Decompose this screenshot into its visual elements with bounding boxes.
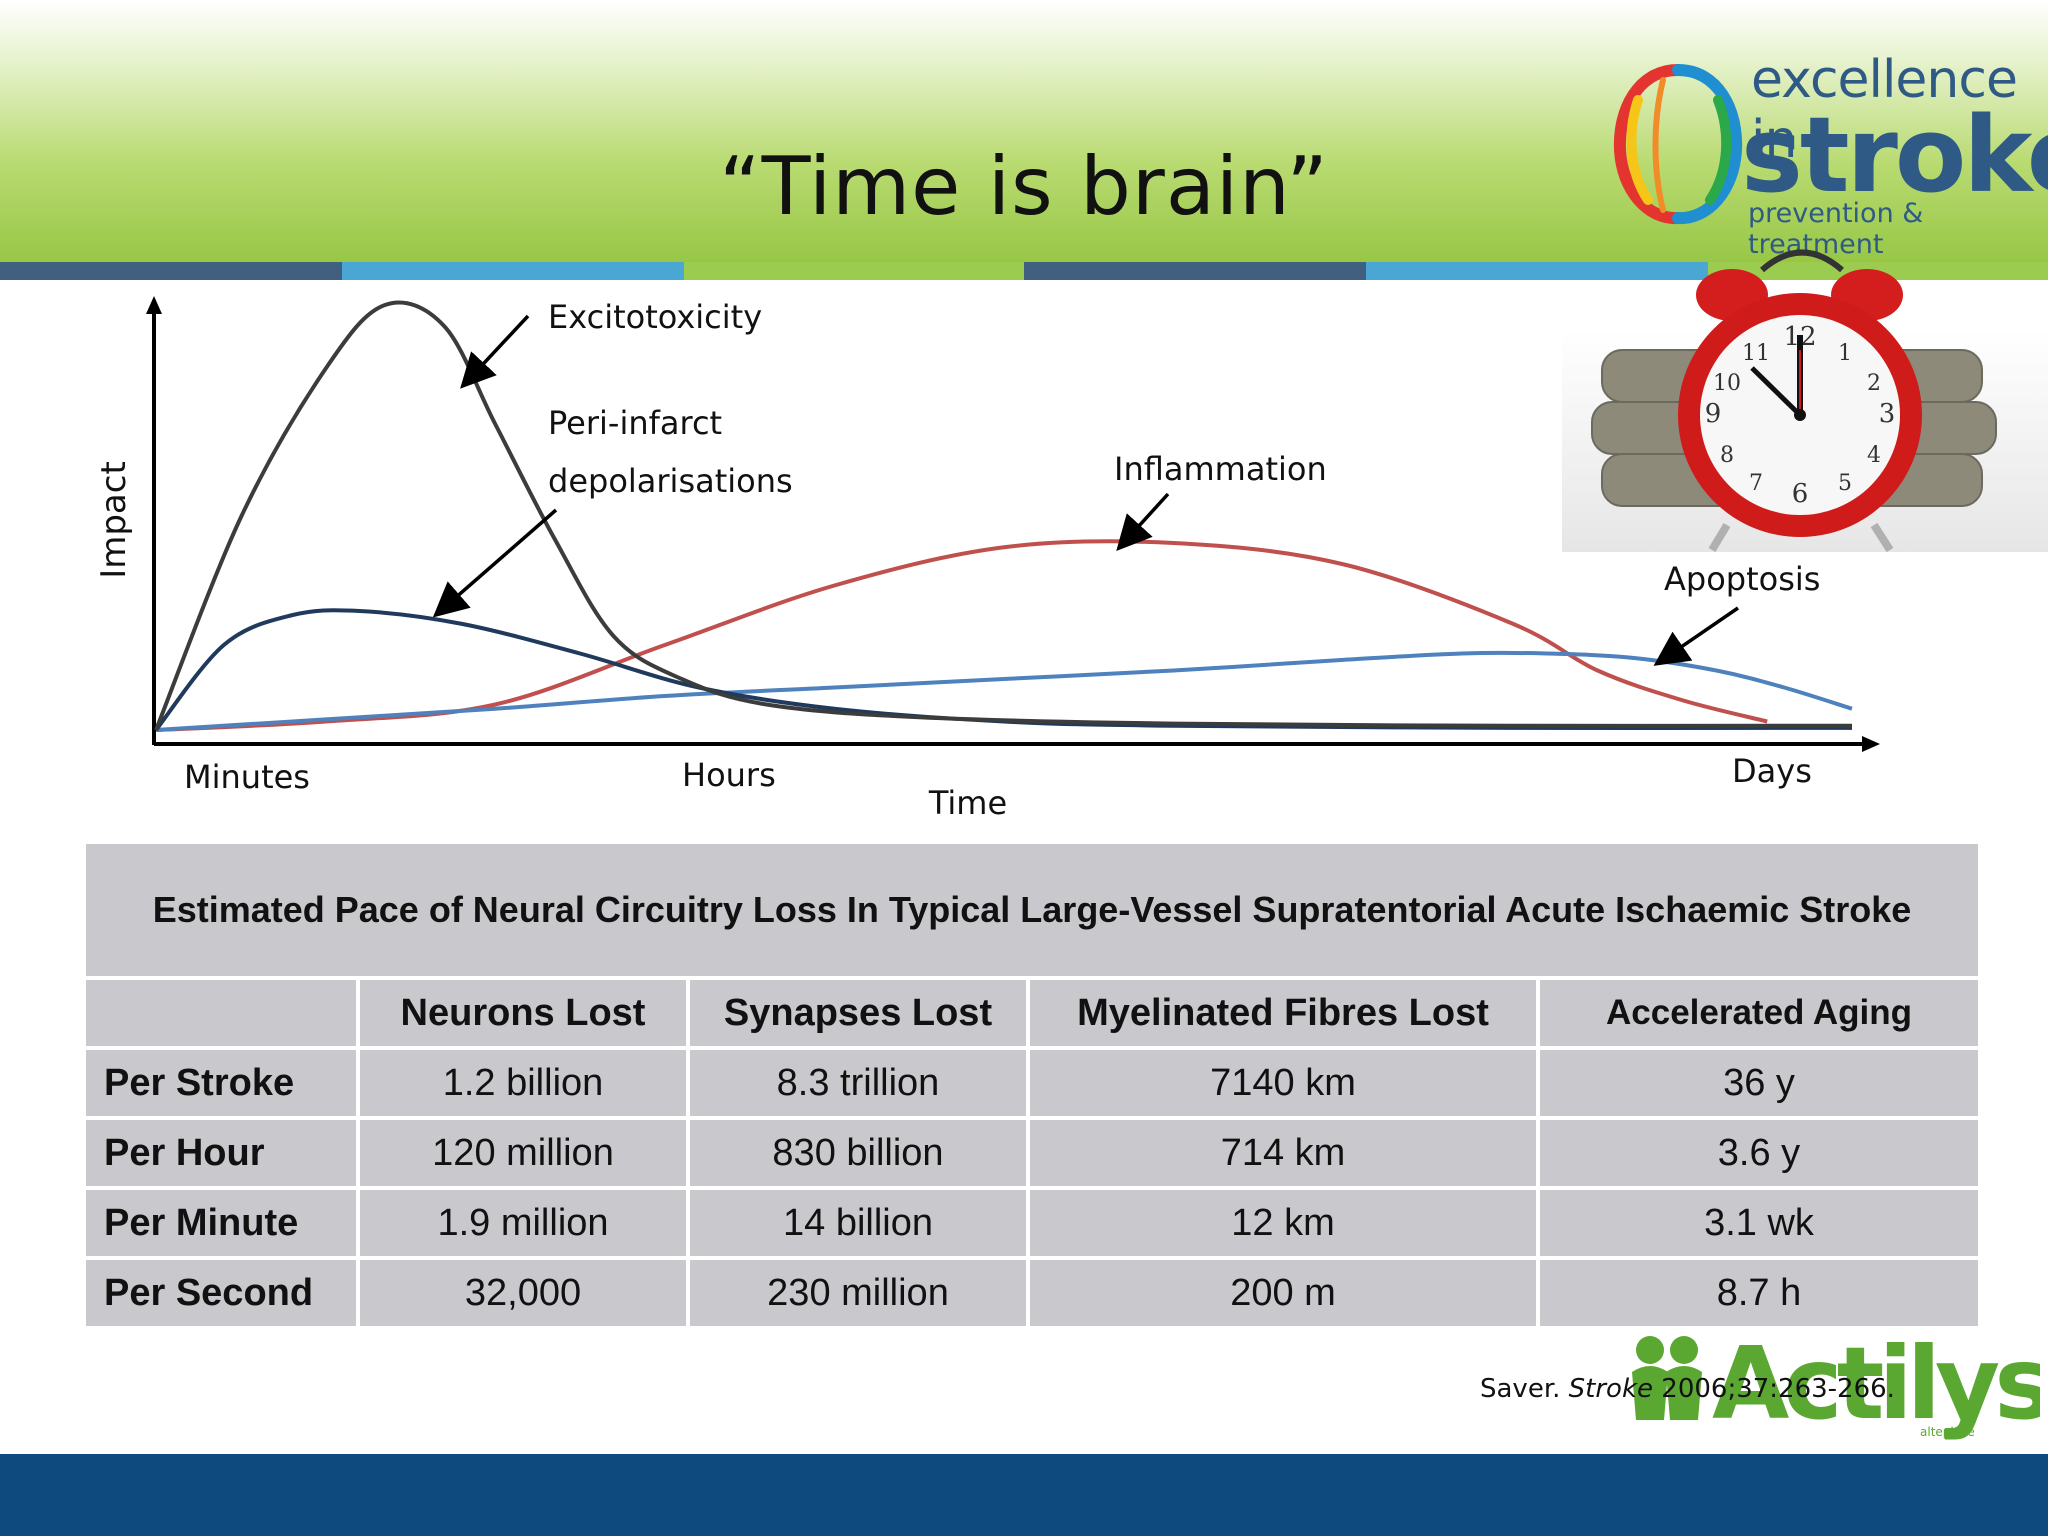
annotation-apoptosis: Apoptosis xyxy=(1664,560,1820,598)
header-stripe xyxy=(0,262,2048,280)
time-is-brain-chart: Impact Time Minutes Hours Days Excitotox… xyxy=(94,296,1880,822)
x-tick-days: Days xyxy=(1732,752,1812,790)
table-cell: 7140 km xyxy=(1030,1050,1536,1116)
citation-ref: 2006;37:263-266. xyxy=(1653,1374,1895,1404)
series-line-excitotoxicity xyxy=(154,300,1853,731)
header-banner xyxy=(0,0,2048,262)
table-header-synapses: Synapses Lost xyxy=(690,980,1026,1046)
table-cell: 230 million xyxy=(690,1260,1026,1326)
svg-text:7: 7 xyxy=(1749,471,1763,496)
excellence-in-stroke-logo: excellence in stroke prevention & treatm… xyxy=(1608,50,2048,260)
table-row: Per Second 32,000 230 million 200 m 8.7 … xyxy=(86,1260,1978,1326)
arrow-peri-infarct xyxy=(432,508,558,618)
svg-text:8: 8 xyxy=(1720,443,1734,468)
series-line-peri-infarct-depolarisations xyxy=(154,608,1853,732)
logo-line-3: prevention & treatment xyxy=(1748,198,1924,260)
table-cell: 8.3 trillion xyxy=(690,1050,1026,1116)
x-tick-hours: Hours xyxy=(682,756,776,794)
series-line-inflammation xyxy=(155,539,1768,732)
table-cell: 830 billion xyxy=(690,1120,1026,1186)
table-cell: 1.2 billion xyxy=(360,1050,686,1116)
annotation-inflammation: Inflammation xyxy=(1114,450,1327,488)
table-row: Per Stroke 1.2 billion 8.3 trillion 7140… xyxy=(86,1050,1978,1116)
table-row: Per Hour 120 million 830 billion 714 km … xyxy=(86,1120,1978,1186)
svg-text:2: 2 xyxy=(1867,371,1881,396)
table-cell: 36 y xyxy=(1540,1050,1978,1116)
table-cell: 1.9 million xyxy=(360,1190,686,1256)
actilyse-logo: Actilyse alteplase xyxy=(1632,1325,2040,1440)
series-layer xyxy=(154,300,1853,732)
annotation-depolarisations: depolarisations xyxy=(548,462,793,500)
brain-logo-icon xyxy=(1613,64,1743,225)
annotation-peri-infarct: Peri-infarct xyxy=(548,404,722,442)
table-cell: 3.1 wk xyxy=(1540,1190,1978,1256)
x-axis-arrowhead xyxy=(1862,736,1880,752)
table-header-empty xyxy=(86,980,356,1046)
svg-text:6: 6 xyxy=(1792,479,1809,509)
svg-text:5: 5 xyxy=(1838,471,1852,496)
footer-bar xyxy=(0,1454,2048,1536)
actilyse-figures-icon xyxy=(1632,1336,1702,1420)
arrow-apoptosis xyxy=(1653,606,1739,666)
table-cell: 120 million xyxy=(360,1120,686,1186)
row-label: Per Hour xyxy=(86,1120,356,1186)
actilyse-wordmark: Actilyse xyxy=(1712,1325,2040,1440)
svg-text:4: 4 xyxy=(1867,443,1881,468)
table-title: Estimated Pace of Neural Circuitry Loss … xyxy=(86,844,1978,976)
table-row: Per Minute 1.9 million 14 billion 12 km … xyxy=(86,1190,1978,1256)
slide-title: “Time is brain” xyxy=(719,140,1329,233)
row-label: Per Stroke xyxy=(86,1050,356,1116)
citation: Saver. Stroke 2006;37:263-266. xyxy=(1480,1374,1895,1404)
svg-text:1: 1 xyxy=(1838,341,1852,366)
table-cell: 32,000 xyxy=(360,1260,686,1326)
svg-text:3: 3 xyxy=(1879,399,1896,429)
y-axis-arrowhead xyxy=(146,296,162,314)
table-header-neurons: Neurons Lost xyxy=(360,980,686,1046)
table-cell: 714 km xyxy=(1030,1120,1536,1186)
citation-author: Saver. xyxy=(1480,1374,1569,1404)
svg-text:9: 9 xyxy=(1705,399,1722,429)
citation-journal: Stroke xyxy=(1568,1374,1654,1404)
row-label: Per Second xyxy=(86,1260,356,1326)
y-axis-label: Impact xyxy=(94,461,134,579)
alarm-clock-dynamite-image: 12 3 6 9 1 2 4 5 7 8 10 11 xyxy=(1562,249,2048,553)
neural-loss-table: Estimated Pace of Neural Circuitry Loss … xyxy=(86,844,1978,1330)
svg-text:10: 10 xyxy=(1713,371,1741,396)
table-cell: 3.6 y xyxy=(1540,1120,1978,1186)
table-cell: 200 m xyxy=(1030,1260,1536,1326)
alarm-clock-icon: 12 3 6 9 1 2 4 5 7 8 10 11 xyxy=(1678,249,1922,553)
table-cell: 8.7 h xyxy=(1540,1260,1978,1326)
annotation-excitotoxicity: Excitotoxicity xyxy=(548,298,762,336)
x-axis-label: Time xyxy=(928,784,1007,822)
table-header-aging: Accelerated Aging xyxy=(1540,980,1978,1046)
table-cell: 12 km xyxy=(1030,1190,1536,1256)
x-tick-minutes: Minutes xyxy=(184,758,310,796)
table-header-fibres: Myelinated Fibres Lost xyxy=(1030,980,1536,1046)
arrow-inflammation xyxy=(1116,492,1170,551)
arrow-excitotoxicity xyxy=(460,314,530,389)
series-line-apoptosis xyxy=(155,650,1853,732)
logo-line-2: stroke xyxy=(1741,94,2048,216)
table-cell: 14 billion xyxy=(690,1190,1026,1256)
row-label: Per Minute xyxy=(86,1190,356,1256)
svg-text:11: 11 xyxy=(1742,341,1770,366)
logo-line-1: excellence in xyxy=(1751,50,2018,170)
actilyse-subtext: alteplase xyxy=(1920,1425,1975,1439)
